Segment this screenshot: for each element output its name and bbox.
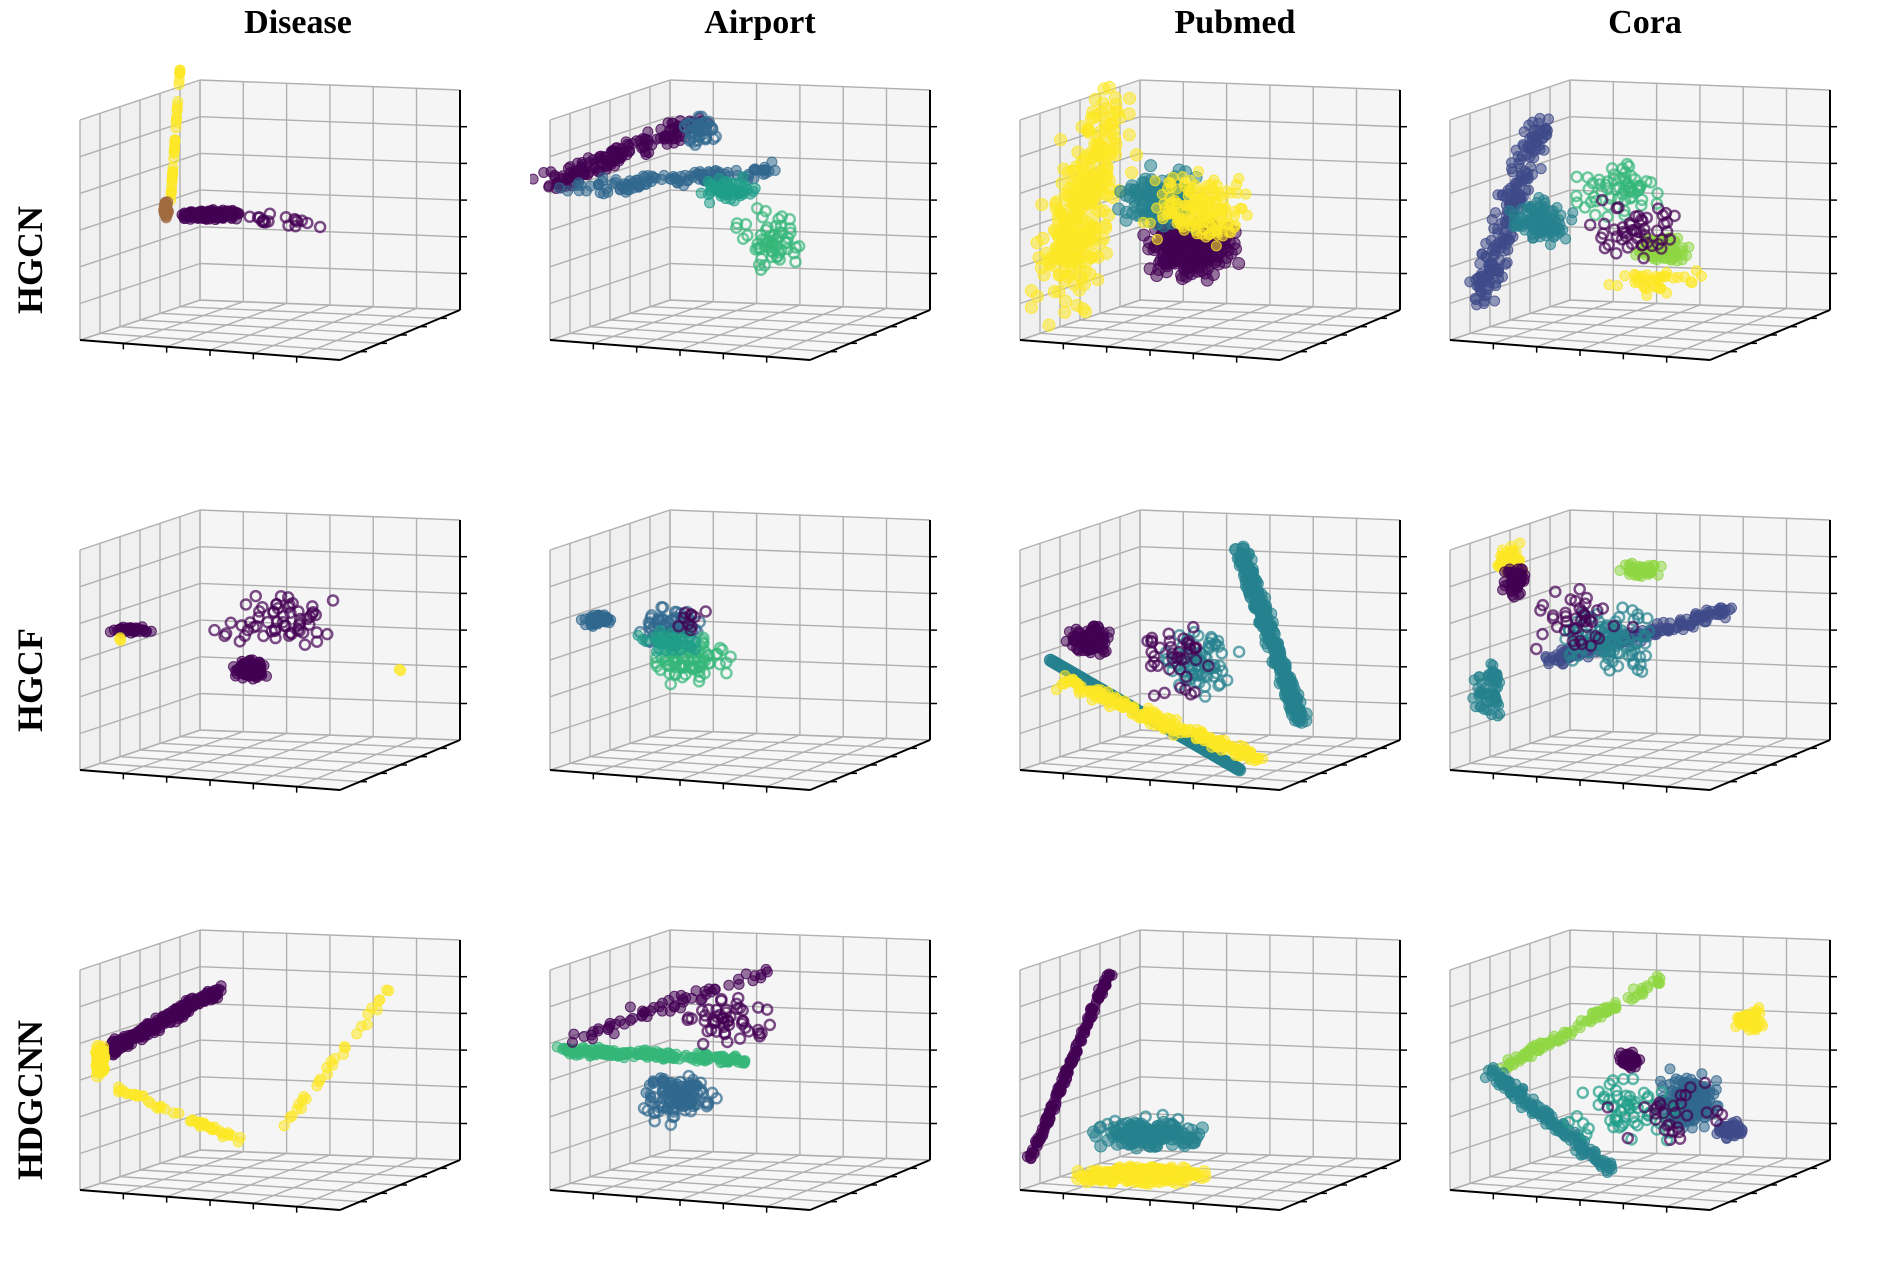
plot-3d	[1449, 929, 1837, 1213]
scatter-hgcf-disease	[60, 490, 530, 850]
plot-3d	[1019, 929, 1407, 1213]
scatter-hgcn-cora	[1430, 60, 1900, 420]
plot-3d	[530, 79, 937, 363]
row-title-hgcn: HGCN	[0, 160, 60, 360]
column-title-disease: Disease	[244, 4, 352, 41]
scatter-hgcf-airport	[530, 490, 1000, 850]
scatter-hgcn-pubmed	[1000, 60, 1470, 420]
scatter-hdgcnn-pubmed	[1000, 910, 1470, 1270]
plot-3d	[549, 929, 937, 1213]
column-title-airport: Airport	[704, 4, 816, 41]
plot-3d	[79, 64, 467, 363]
scatter-hgcn-airport	[530, 60, 1000, 420]
plot-3d	[549, 509, 937, 793]
row-label-text: HGCF	[10, 628, 50, 732]
plot-3d	[1019, 509, 1407, 793]
scatter-hdgcnn-disease	[60, 910, 530, 1270]
column-title-pubmed: Pubmed	[1174, 4, 1296, 41]
scatter-hdgcnn-cora	[1430, 910, 1900, 1270]
column-title-cora: Cora	[1608, 4, 1682, 41]
plot-3d	[1449, 509, 1837, 793]
row-label-text: HDGCNN	[10, 1020, 50, 1180]
plot-3d	[79, 509, 467, 793]
row-label-text: HGCN	[10, 206, 50, 314]
plot-3d	[79, 929, 467, 1213]
plot-3d	[1019, 79, 1407, 363]
row-title-hdgcnn: HDGCNN	[0, 1000, 60, 1200]
plot-3d	[1449, 79, 1837, 363]
scatter-hgcn-disease	[60, 60, 530, 420]
scatter-hgcf-cora	[1430, 490, 1900, 850]
scatter-hgcf-pubmed	[1000, 490, 1470, 850]
row-title-hgcf: HGCF	[0, 580, 60, 780]
scatter-hdgcnn-airport	[530, 910, 1000, 1270]
